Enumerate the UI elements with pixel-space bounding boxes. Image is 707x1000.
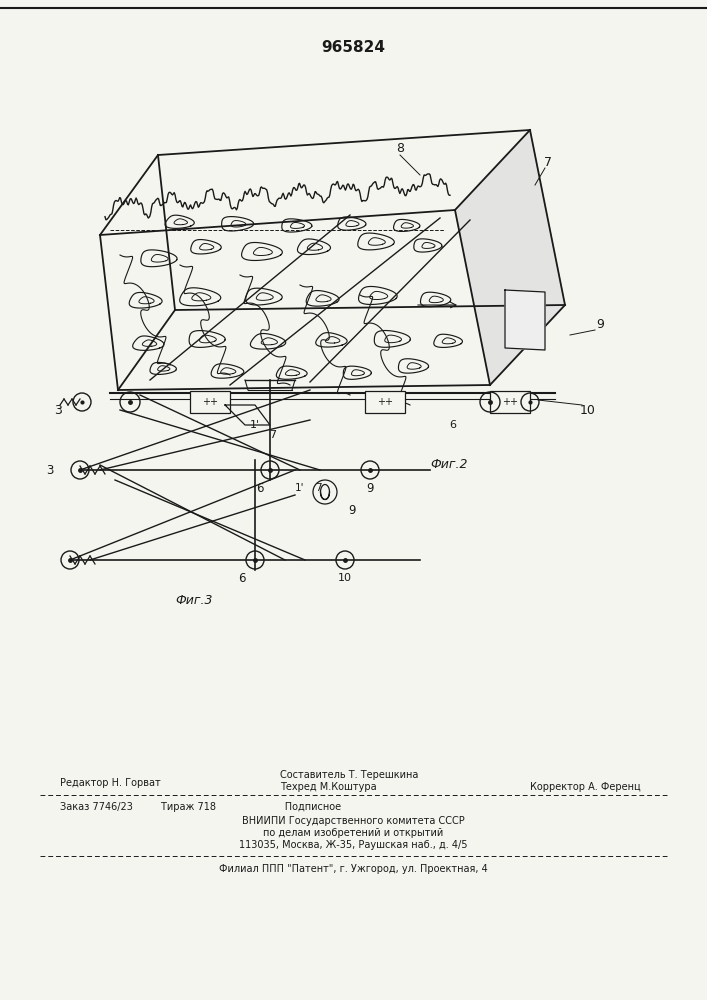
Text: Заказ 7746/23         Тираж 718                      Подписное: Заказ 7746/23 Тираж 718 Подписное bbox=[60, 802, 341, 812]
Text: Фиг.3: Фиг.3 bbox=[175, 593, 213, 606]
Text: по делам изобретений и открытий: по делам изобретений и открытий bbox=[263, 828, 443, 838]
Text: 1': 1' bbox=[296, 483, 305, 493]
Text: 6: 6 bbox=[256, 482, 264, 494]
Text: 9: 9 bbox=[366, 482, 374, 494]
Text: 3: 3 bbox=[54, 403, 62, 416]
Text: Составитель Т. Терешкина: Составитель Т. Терешкина bbox=[280, 770, 419, 780]
Bar bbox=[490, 391, 530, 413]
Text: 10: 10 bbox=[338, 573, 352, 583]
Bar bbox=[365, 391, 405, 413]
Text: 7: 7 bbox=[269, 430, 276, 440]
Text: 6: 6 bbox=[450, 420, 457, 430]
Polygon shape bbox=[505, 290, 545, 350]
Text: Фиг.2: Фиг.2 bbox=[430, 458, 467, 472]
Text: 965824: 965824 bbox=[321, 40, 385, 55]
Text: Техред М.Коштура: Техред М.Коштура bbox=[280, 782, 377, 792]
Text: Филиал ППП "Патент", г. Ужгород, ул. Проектная, 4: Филиал ППП "Патент", г. Ужгород, ул. Про… bbox=[218, 864, 487, 874]
Text: 7: 7 bbox=[315, 483, 321, 493]
Text: 9: 9 bbox=[596, 318, 604, 332]
Text: 9: 9 bbox=[348, 504, 356, 516]
Text: ВНИИПИ Государственного комитета СССР: ВНИИПИ Государственного комитета СССР bbox=[242, 816, 464, 826]
Text: 10: 10 bbox=[580, 403, 596, 416]
Text: 7: 7 bbox=[544, 155, 552, 168]
Text: ++: ++ bbox=[377, 397, 393, 407]
Text: 113035, Москва, Ж-35, Раушская наб., д. 4/5: 113035, Москва, Ж-35, Раушская наб., д. … bbox=[239, 840, 467, 850]
Text: 3: 3 bbox=[47, 464, 54, 477]
Text: 8: 8 bbox=[396, 141, 404, 154]
Text: 6: 6 bbox=[238, 572, 246, 584]
Text: ++: ++ bbox=[202, 397, 218, 407]
Polygon shape bbox=[455, 130, 565, 385]
Text: ++: ++ bbox=[502, 397, 518, 407]
Text: Корректор А. Ференц: Корректор А. Ференц bbox=[530, 782, 641, 792]
Text: 1': 1' bbox=[250, 420, 260, 430]
Bar bbox=[190, 391, 230, 413]
Text: Редактор Н. Горват: Редактор Н. Горват bbox=[60, 778, 160, 788]
